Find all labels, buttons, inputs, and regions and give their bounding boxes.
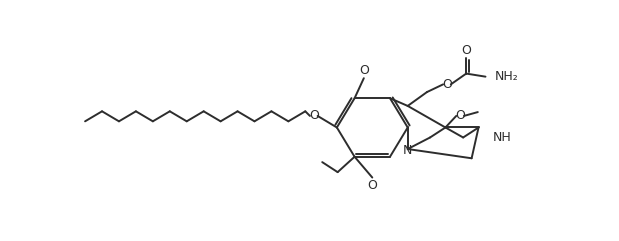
Text: O: O bbox=[461, 44, 471, 57]
Text: O: O bbox=[442, 78, 452, 91]
Text: NH: NH bbox=[492, 131, 511, 144]
Text: O: O bbox=[455, 109, 465, 122]
Text: N: N bbox=[402, 144, 412, 157]
Text: O: O bbox=[309, 109, 319, 122]
Text: NH₂: NH₂ bbox=[495, 70, 519, 83]
Text: O: O bbox=[359, 64, 369, 77]
Text: O: O bbox=[367, 179, 377, 192]
